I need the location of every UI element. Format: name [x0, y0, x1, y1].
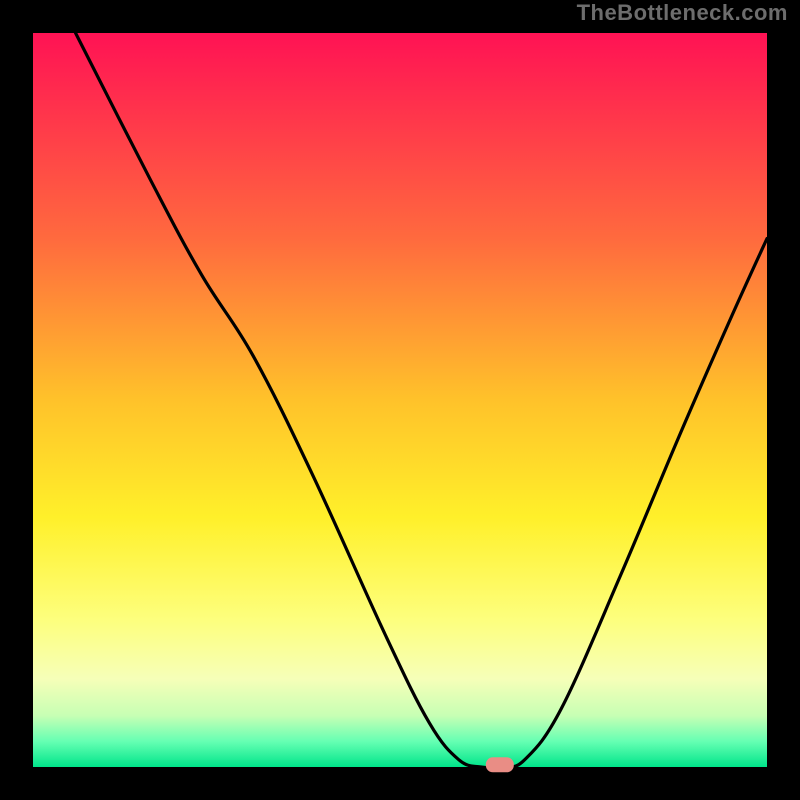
chart-background-gradient — [33, 33, 767, 767]
chart-stage: TheBottleneck.com — [0, 0, 800, 800]
bottleneck-chart — [0, 0, 800, 800]
optimal-point-marker — [486, 757, 514, 772]
